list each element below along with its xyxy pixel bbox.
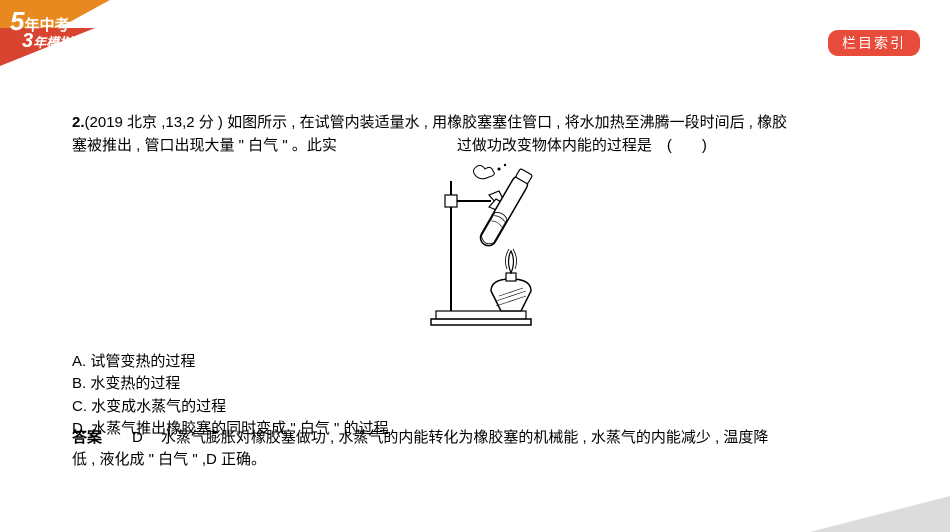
question-line2: 塞被推出 , 管口出现大量 " 白气 " 。此实 过做功改变物体内能的过程是 ( … [72, 135, 890, 158]
question-number: 2. [72, 114, 85, 131]
option-c: C. 水变成水蒸气的过程 [72, 396, 890, 419]
answer-explain-2: 低 , 液化成 " 白气 " ,D 正确。 [72, 449, 890, 472]
section-index-badge[interactable]: 栏目索引 [828, 30, 920, 56]
option-a: A. 试管变热的过程 [72, 351, 890, 374]
logo-text-line2: 3年模拟 [22, 30, 72, 53]
question-content: 2.(2019 北京 ,13,2 分 ) 如图所示 , 在试管内装适量水 , 用… [72, 112, 890, 472]
answer-choice: D [132, 429, 143, 446]
question-source: (2019 北京 ,13,2 分 ) [85, 114, 223, 131]
question-line1: 2.(2019 北京 ,13,2 分 ) 如图所示 , 在试管内装适量水 , 用… [72, 112, 890, 135]
question-stem-part1: 如图所示 , 在试管内装适量水 , 用橡胶塞塞住管口 , 将水加热至沸腾一段时间… [223, 114, 787, 131]
answer-block: 答案 D 水蒸气膨胀对橡胶塞做功 , 水蒸气的内能转化为橡胶塞的机械能 , 水蒸气的… [72, 427, 890, 472]
option-b: B. 水变热的过程 [72, 373, 890, 396]
question-stem-part3: 过做功改变物体内能的过程是 ( ) [457, 137, 707, 154]
question-stem-part2: 塞被推出 , 管口出现大量 " 白气 " 。此实 [72, 137, 337, 154]
footer-triangle [810, 496, 950, 532]
brand-logo: 5年中考 3年模拟 [0, 0, 115, 80]
answer-label: 答案 [72, 429, 102, 446]
test-tube-heating-diagram [381, 161, 581, 331]
experiment-figure [72, 161, 890, 339]
answer-explain-1: 水蒸气膨胀对橡胶塞做功 , 水蒸气的内能转化为橡胶塞的机械能 , 水蒸气的内能减… [161, 429, 769, 446]
logo-big-3: 3 [22, 30, 33, 52]
logo-small-bot: 年模拟 [33, 35, 72, 50]
